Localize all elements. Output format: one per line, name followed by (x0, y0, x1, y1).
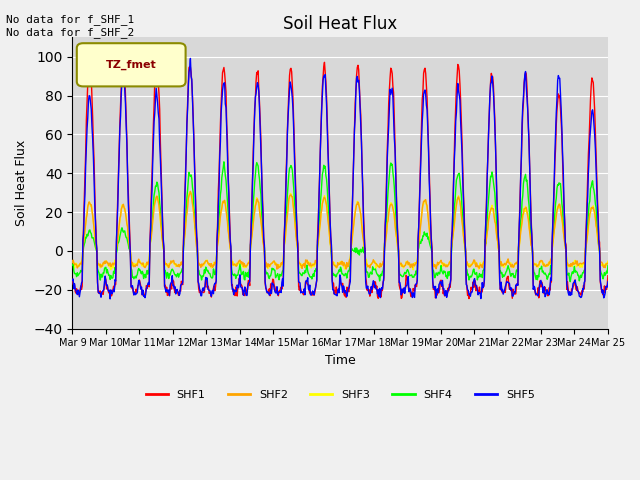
Legend: SHF1, SHF2, SHF3, SHF4, SHF5: SHF1, SHF2, SHF3, SHF4, SHF5 (141, 386, 539, 405)
Y-axis label: Soil Heat Flux: Soil Heat Flux (15, 140, 28, 226)
Text: No data for f_SHF_1
No data for f_SHF_2: No data for f_SHF_1 No data for f_SHF_2 (6, 14, 134, 38)
X-axis label: Time: Time (324, 354, 356, 367)
Text: TZ_fmet: TZ_fmet (106, 60, 157, 70)
Title: Soil Heat Flux: Soil Heat Flux (283, 15, 397, 33)
